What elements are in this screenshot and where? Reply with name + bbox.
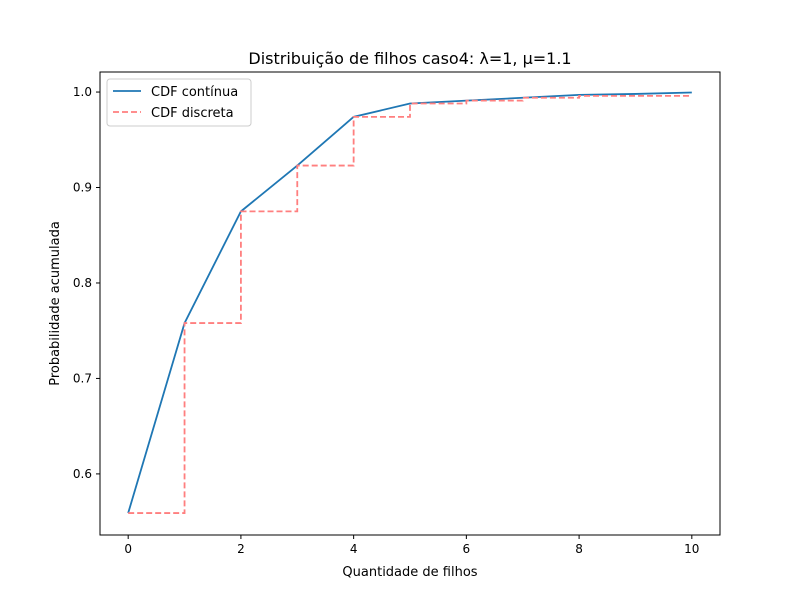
y-tick-label: 0.9 xyxy=(73,181,92,195)
series-line-discrete xyxy=(128,94,692,514)
y-tick-label: 0.8 xyxy=(73,276,92,290)
series-layer xyxy=(127,91,692,514)
legend: CDF contínua CDF discreta xyxy=(106,78,252,127)
x-tick-label: 8 xyxy=(575,542,583,556)
y-axis-label: Probabilidade acumulada xyxy=(48,221,63,386)
y-tick-label: 0.6 xyxy=(73,467,92,481)
legend-label-discrete: CDF discreta xyxy=(151,106,234,121)
x-axis-label: Quantidade de filhos xyxy=(342,565,477,580)
x-tick-label: 2 xyxy=(237,542,245,556)
x-tick-label: 6 xyxy=(463,542,471,556)
x-tick-label: 0 xyxy=(124,542,132,556)
y-tick-label: 0.7 xyxy=(73,371,92,385)
y-tick-label: 1.0 xyxy=(73,85,92,99)
x-tick-label: 10 xyxy=(684,542,699,556)
x-tick-label: 4 xyxy=(350,542,358,556)
chart-title: Distribuição de filhos caso4: λ=1, μ=1.1 xyxy=(248,49,571,68)
y-axis-ticks: 0.6 0.7 0.8 0.9 1.0 xyxy=(73,85,100,481)
x-axis-ticks: 0 2 4 6 8 10 xyxy=(124,535,699,556)
plot-frame xyxy=(99,71,721,536)
series-line-continuous xyxy=(127,91,692,514)
legend-box xyxy=(106,78,252,127)
legend-label-continuous: CDF contínua xyxy=(151,85,238,100)
